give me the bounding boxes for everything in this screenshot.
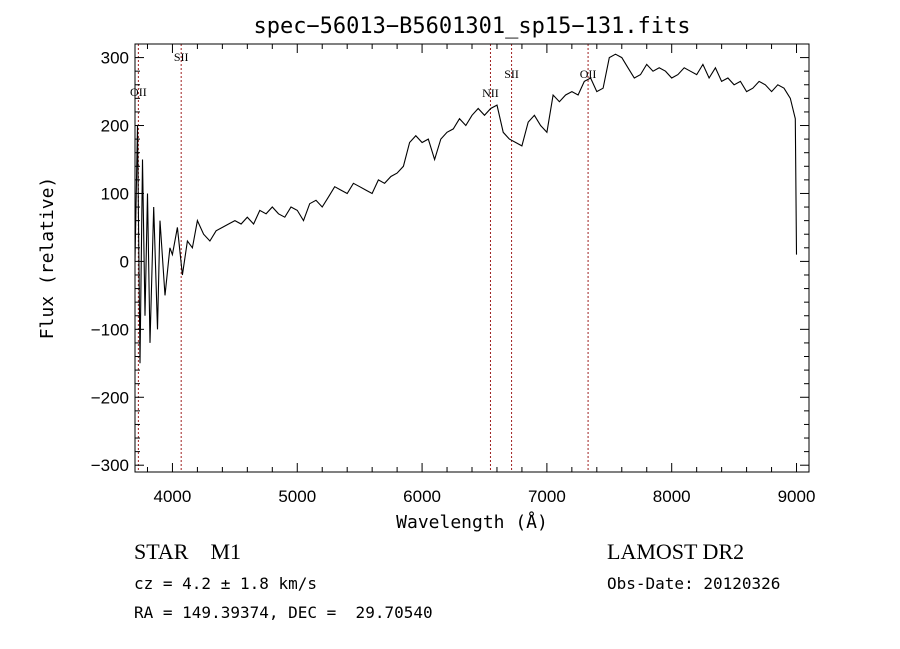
redshift-info: cz = 4.2 ± 1.8 km/s: [134, 574, 318, 593]
axis-ticks: 4000 5000 6000 7000 8000 9000 −300 −200 −100 0 100…: [91, 44, 816, 506]
x-tick-label: 7000: [528, 487, 566, 506]
spectrum-series: [134, 53, 798, 364]
line-labels: OII SII NII SII OII: [130, 50, 596, 100]
x-tick-label: 8000: [653, 487, 691, 506]
obs-date: Obs-Date: 20120326: [607, 574, 781, 593]
y-tick-label: 200: [101, 117, 129, 136]
line-markers: [137, 44, 589, 472]
y-tick-label: −100: [91, 320, 129, 339]
x-tick-label: 4000: [154, 487, 192, 506]
spectral-line-label: OII: [580, 67, 597, 81]
y-tick-label: 300: [101, 49, 129, 68]
x-axis-label: Wavelength (Å): [396, 511, 548, 533]
spectral-line-label: NII: [482, 86, 499, 100]
y-axis-label: Flux (relative): [37, 177, 58, 340]
spectral-line-label: OII: [130, 85, 147, 99]
survey-name: LAMOST DR2: [607, 539, 745, 564]
spectral-line-label: SII: [504, 67, 519, 81]
y-tick-label: −300: [91, 456, 129, 475]
coordinates-info: RA = 149.39374, DEC = 29.70540: [134, 603, 433, 622]
x-tick-label: 9000: [778, 487, 816, 506]
spectral-line-label: SII: [174, 50, 189, 64]
y-tick-label: 100: [101, 184, 129, 203]
x-tick-label: 6000: [403, 487, 441, 506]
plot-frame: [134, 43, 810, 473]
object-class: STAR M1: [134, 539, 242, 564]
y-tick-label: −200: [91, 388, 129, 407]
chart-title: spec−56013−B5601301_sp15−131.fits: [253, 14, 690, 39]
y-tick-label: 0: [120, 252, 129, 271]
x-tick-label: 5000: [278, 487, 316, 506]
